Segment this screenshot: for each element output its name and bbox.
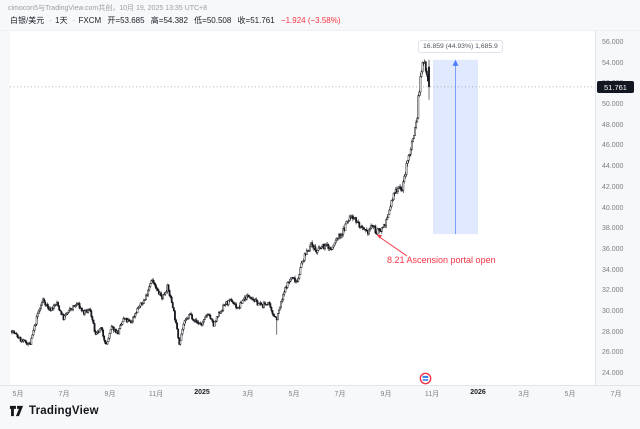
annotation-text[interactable]: 8.21 Ascension portal open: [387, 255, 496, 265]
time-axis[interactable]: 5月 7月 9月 11月 2025 3月 5月 7月 9月 11月 2026 3月 5月 7月: [0, 385, 632, 401]
ohlc-low: 低=50.508: [194, 16, 232, 25]
market-holiday-icon[interactable]: [419, 372, 432, 385]
price-axis-label: 44.000: [602, 163, 624, 171]
price-axis-label: 30.000: [602, 307, 624, 315]
time-axis-separator: [0, 385, 640, 386]
price-axis-label: 50.000: [602, 101, 624, 109]
price-axis-label: 26.000: [602, 349, 624, 357]
price-axis-label: 46.000: [602, 142, 624, 150]
exchange-label: FXCM: [78, 16, 102, 25]
time-axis-label: 7月: [334, 391, 346, 398]
measurement-label[interactable]: 16.859 (44.93%) 1,685.9: [418, 40, 503, 53]
ohlc-high: 高=54.382: [150, 16, 188, 25]
change-value: −1.924 (−3.58%): [280, 16, 341, 25]
time-axis-label: 5月: [288, 391, 300, 398]
separator-dot: ·: [49, 16, 52, 25]
price-axis-separator: [595, 31, 596, 386]
time-axis-label: 11月: [148, 391, 164, 398]
time-axis-label: 5月: [12, 391, 24, 398]
tradingview-logo-mark-icon: [9, 405, 24, 417]
price-axis-label: 34.000: [602, 266, 624, 274]
separator-dot: ·: [72, 16, 76, 25]
pane-top-separator: [0, 30, 640, 31]
price-axis-label: 36.000: [602, 245, 624, 253]
price-axis-label: 32.000: [602, 287, 624, 295]
time-axis-label: 3月: [518, 391, 530, 398]
price-axis-label: 24.000: [602, 370, 624, 378]
symbol-info-line: 白银/美元 · 1天 · FXCM 开=53.685 高=54.382 低=50.5…: [10, 15, 345, 26]
time-axis-label: 7月: [610, 391, 622, 398]
price-axis-label: 28.000: [602, 328, 624, 336]
time-axis-label: 2025: [194, 389, 210, 396]
time-axis-label: 7月: [58, 391, 70, 398]
price-axis-label: 56.000: [602, 39, 624, 46]
time-axis-label: 11月: [424, 391, 440, 398]
ohlc-close: 收=51.761: [237, 16, 275, 25]
time-axis-label: 5月: [564, 391, 576, 398]
chart-pane[interactable]: [10, 31, 595, 385]
attribution-text: cimocon5与TradingView.com共创，10月 19, 2025 …: [8, 5, 208, 12]
price-tag: 51.761: [597, 81, 634, 93]
interval-label: 1天: [55, 16, 68, 25]
time-axis-label: 2026: [470, 389, 486, 396]
ohlc-open: 开=53.685: [107, 16, 145, 25]
price-axis-label: 42.000: [602, 183, 624, 191]
tradingview-logo[interactable]: TradingView: [9, 404, 99, 418]
time-axis-label: 9月: [104, 391, 116, 398]
symbol-title: 白银/美元: [10, 16, 45, 25]
price-axis-label: 40.000: [602, 204, 624, 212]
time-axis-label: 3月: [242, 391, 254, 398]
price-axis-label: 48.000: [602, 121, 624, 129]
price-axis-label: 54.000: [602, 59, 624, 67]
tradingview-logo-text: TradingView: [29, 405, 99, 417]
price-axis-label: 38.000: [602, 225, 624, 233]
time-axis-label: 9月: [380, 391, 392, 398]
